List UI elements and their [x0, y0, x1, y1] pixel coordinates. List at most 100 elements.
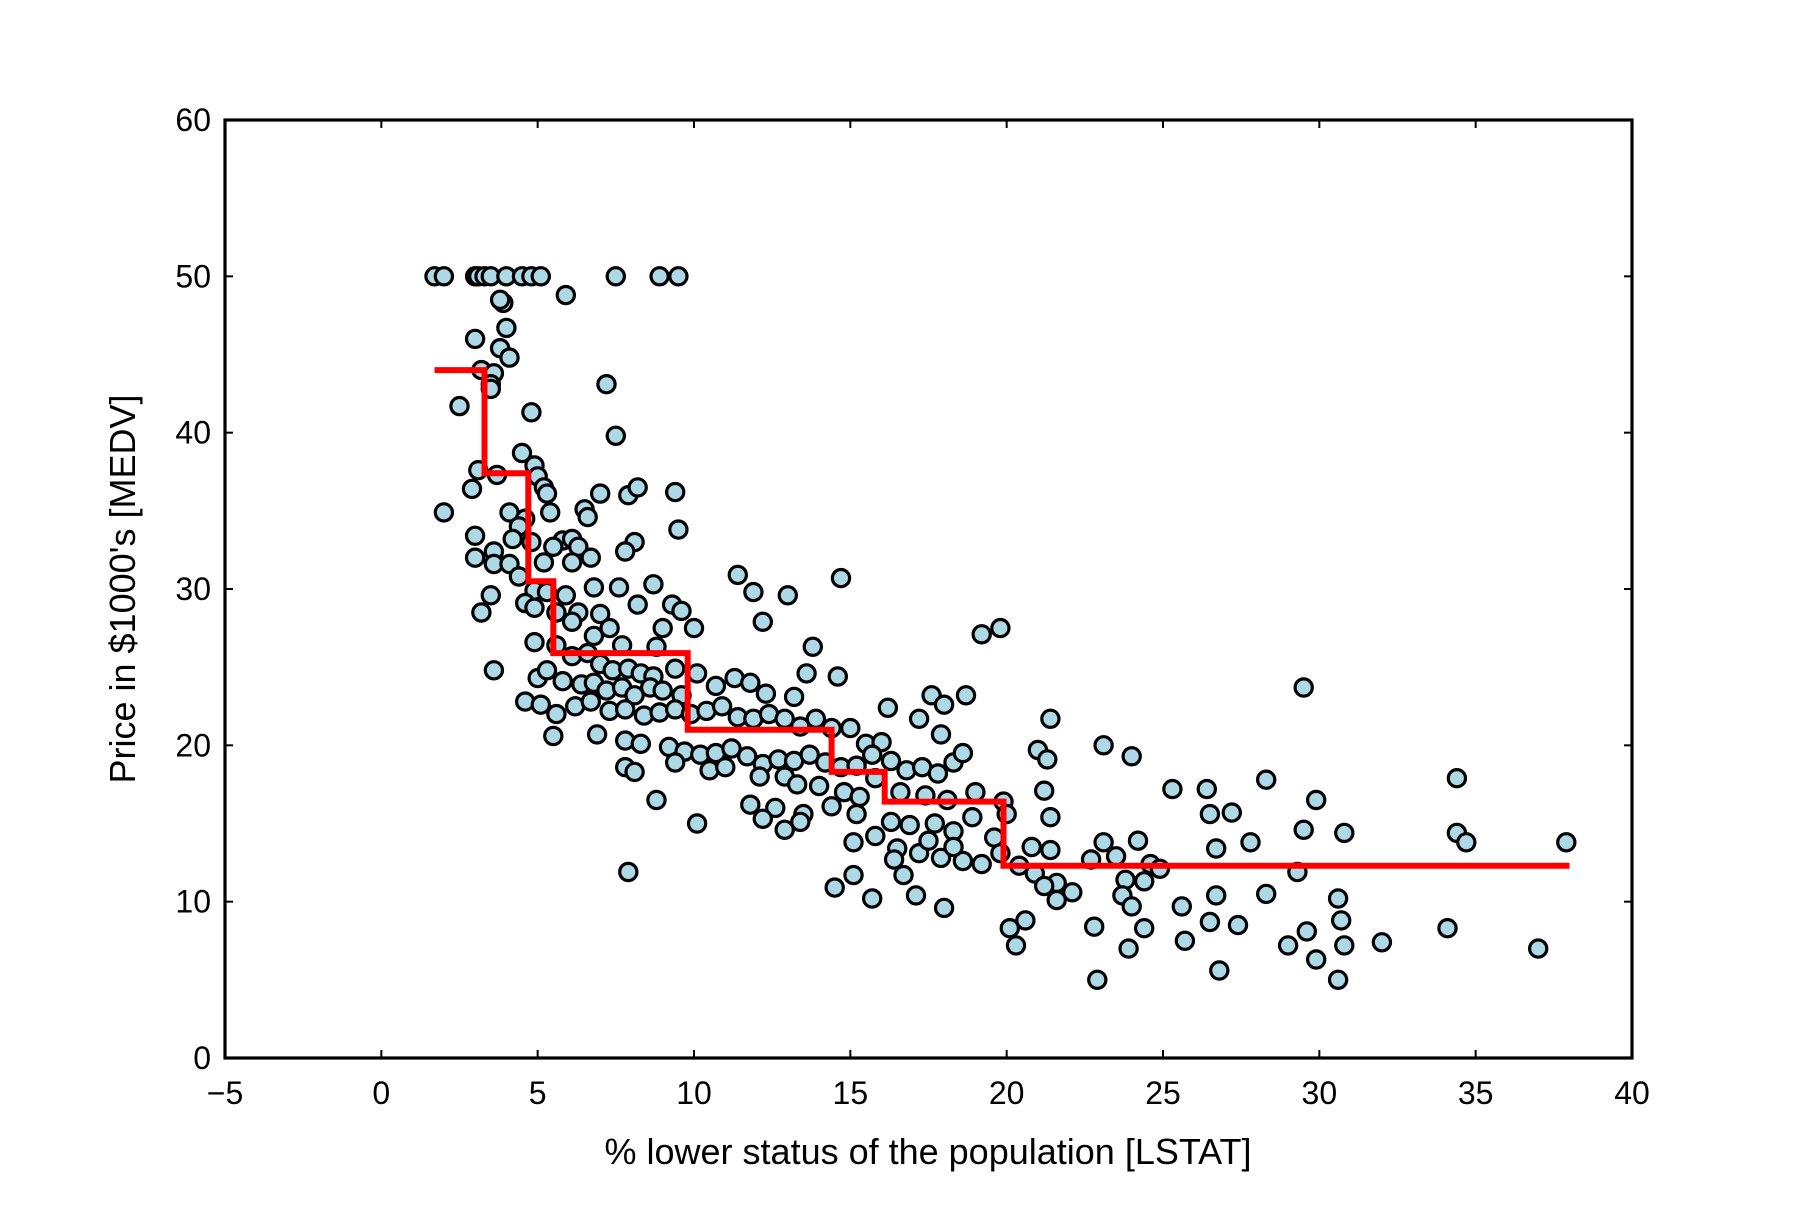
data-point: [802, 636, 824, 658]
data-point: [596, 374, 617, 395]
y-tick-label: 10: [175, 884, 211, 920]
data-point: [849, 786, 870, 808]
data-point: [1205, 885, 1227, 906]
data-point: [1037, 749, 1058, 770]
data-point: [877, 697, 899, 719]
data-point: [930, 724, 952, 745]
data-point: [536, 660, 558, 681]
data-point: [533, 552, 555, 573]
data-point: [561, 552, 583, 573]
data-point: [433, 266, 455, 287]
data-point: [665, 658, 686, 679]
data-point: [615, 541, 636, 562]
data-point: [740, 672, 761, 694]
data-point: [580, 691, 602, 712]
data-point: [821, 796, 842, 817]
x-axis-label: % lower status of the population [LSTAT]: [605, 1131, 1252, 1172]
data-point: [536, 483, 558, 504]
data-point: [511, 442, 533, 464]
data-point: [808, 775, 830, 797]
data-point: [924, 813, 946, 834]
data-point: [749, 766, 770, 787]
data-point: [605, 425, 627, 446]
data-point: [1330, 910, 1352, 931]
data-point: [608, 577, 630, 598]
data-point: [1046, 889, 1067, 911]
plot-frame: [223, 118, 1634, 1060]
data-point: [464, 525, 486, 547]
data-point: [1196, 778, 1218, 800]
data-point: [1121, 896, 1142, 917]
data-point: [737, 746, 758, 767]
data-point: [865, 825, 886, 847]
data-point: [583, 577, 605, 598]
data-point: [1005, 935, 1027, 956]
data-point: [918, 830, 939, 851]
data-point: [933, 897, 955, 919]
x-tick-label: 20: [989, 1075, 1025, 1111]
y-tick-label: 30: [175, 571, 211, 607]
data-point: [930, 847, 952, 869]
data-point: [652, 617, 673, 639]
data-point: [464, 328, 486, 350]
data-point: [1221, 802, 1243, 823]
data-point: [971, 624, 992, 645]
data-point: [883, 849, 905, 870]
data-point: [1118, 938, 1139, 959]
data-point: [1033, 780, 1055, 801]
x-tick-label: 0: [372, 1075, 390, 1111]
data-point: [1040, 839, 1061, 861]
data-point: [624, 761, 645, 783]
data-point: [1209, 960, 1230, 981]
data-point: [999, 918, 1021, 939]
data-point: [727, 564, 749, 586]
x-tick-label: 5: [529, 1075, 547, 1111]
data-point: [827, 666, 849, 687]
data-point: [543, 725, 564, 747]
data-point: [1527, 938, 1549, 959]
data-point: [1093, 832, 1114, 853]
x-tick-label: 15: [833, 1075, 869, 1111]
y-tick-label: 40: [175, 415, 211, 451]
x-tick-label: 30: [1302, 1075, 1338, 1111]
data-point: [933, 694, 955, 715]
data-point: [627, 594, 648, 615]
data-point: [955, 685, 977, 706]
data-point: [965, 782, 986, 803]
data-point: [777, 585, 799, 606]
data-point: [671, 600, 692, 622]
data-point: [824, 877, 845, 898]
data-point: [521, 402, 542, 423]
data-point: [787, 774, 808, 795]
data-point: [943, 836, 964, 858]
data-point: [1556, 832, 1577, 853]
data-point: [1296, 921, 1318, 942]
y-axis-label: Price in $1000's [MEDV]: [102, 394, 143, 783]
data-point: [649, 266, 670, 287]
data-point: [1093, 735, 1114, 756]
data-point: [627, 477, 648, 498]
data-point: [715, 757, 736, 778]
data-point: [783, 686, 805, 708]
data-point: [471, 602, 492, 623]
data-point: [683, 617, 705, 639]
data-point: [796, 663, 817, 684]
y-tick-label: 50: [175, 258, 211, 294]
data-point: [461, 478, 483, 500]
data-point: [1174, 930, 1196, 952]
regression-step-line: [434, 367, 1570, 869]
data-point: [555, 585, 577, 606]
data-point: [1087, 969, 1108, 991]
data-point: [1293, 677, 1314, 698]
data-point: [752, 808, 774, 830]
data-point: [668, 519, 689, 540]
data-point: [952, 850, 974, 872]
data-point: [1033, 875, 1055, 897]
data-point: [1446, 768, 1468, 789]
data-point: [1133, 918, 1155, 939]
data-point: [1277, 935, 1299, 956]
data-point: [755, 683, 777, 704]
data-point: [652, 680, 673, 701]
data-point: [908, 708, 930, 730]
